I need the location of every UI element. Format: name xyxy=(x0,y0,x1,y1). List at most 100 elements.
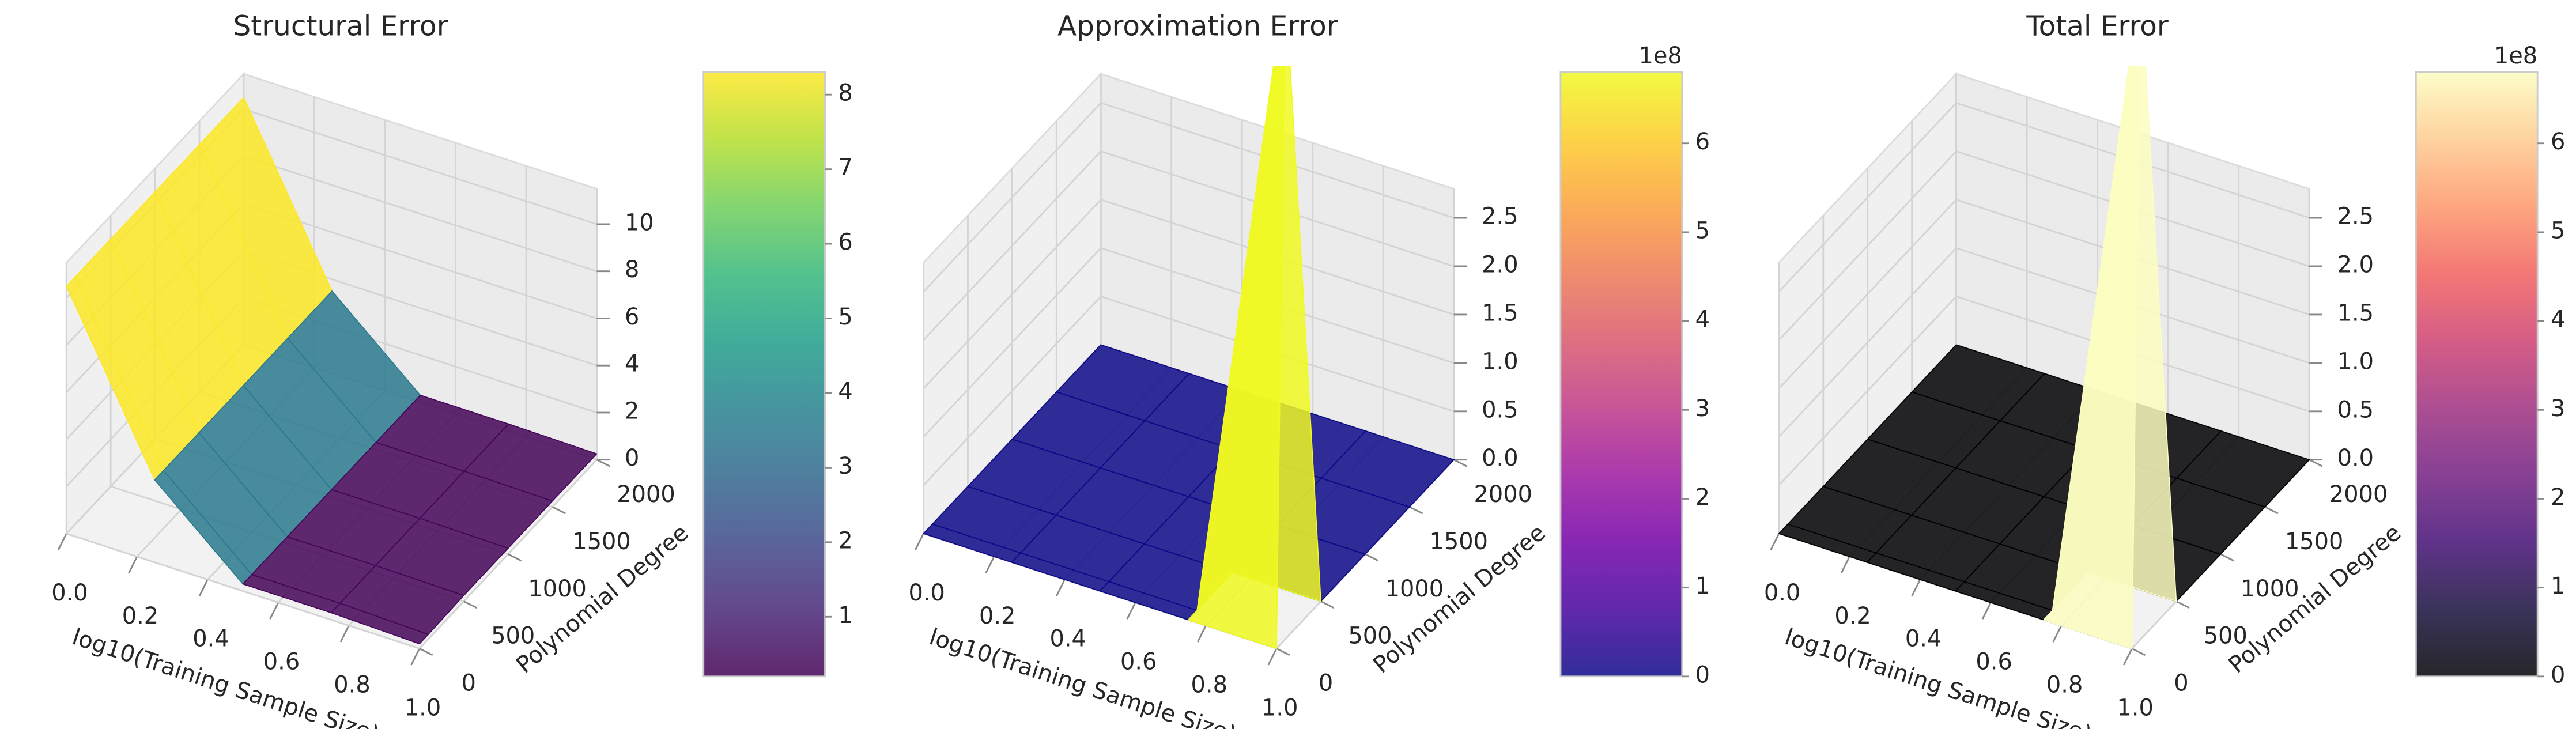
y-tick xyxy=(596,459,610,467)
x-tick-label: 0.0 xyxy=(51,580,88,606)
y-tick-label: 2000 xyxy=(2329,481,2388,508)
x-tick xyxy=(1981,602,1992,620)
y-tick-label: 1000 xyxy=(1385,576,1444,602)
x-tick xyxy=(128,556,138,573)
x-tick-label: 1.0 xyxy=(2117,694,2153,721)
y-tick xyxy=(2264,506,2279,515)
grid-line xyxy=(66,532,420,649)
colorbar xyxy=(1559,71,1683,678)
x-tick-label: 0.2 xyxy=(979,603,1015,629)
colorbar-tick-label: 2 xyxy=(1695,484,1710,511)
grid-line xyxy=(1778,296,1957,486)
y-tick-label: 1500 xyxy=(2285,528,2343,555)
colorbar-tick-label: 4 xyxy=(838,378,852,405)
colorbar-tick-label: 4 xyxy=(1695,307,1710,333)
z-tick-label: 0.5 xyxy=(1482,396,1518,423)
x-tick-label: 0.6 xyxy=(1120,649,1157,675)
y-tick-label: 500 xyxy=(2204,623,2248,649)
colorbar-tick-label: 4 xyxy=(2551,307,2565,333)
colorbar-tick-label: 5 xyxy=(838,304,852,330)
z-tick-label: 2.5 xyxy=(2337,203,2374,230)
x-tick-label: 0.2 xyxy=(122,603,158,629)
z-tick-label: 0.0 xyxy=(2337,445,2374,471)
panel-title: Approximation Error xyxy=(1057,10,1338,42)
grid-line xyxy=(923,199,1102,390)
grid-line xyxy=(1778,102,1957,293)
x-tick-label: 1.0 xyxy=(405,694,441,721)
grid-line xyxy=(1778,199,1957,390)
z-tick-label: 1.5 xyxy=(1482,300,1518,326)
colorbar-tick-label: 7 xyxy=(838,154,852,181)
grid-line xyxy=(243,202,597,319)
colorbar-tick-label: 0 xyxy=(1695,662,1710,688)
x-tick-label: 0.4 xyxy=(1050,626,1086,652)
panel-title: Structural Error xyxy=(233,10,448,42)
colorbar-tick-label: 3 xyxy=(1695,395,1710,422)
colorbar-tick-label: 1 xyxy=(838,602,852,629)
colorbar-offset-label: 1e8 xyxy=(2494,43,2537,69)
x-tick xyxy=(57,533,67,551)
y-tick xyxy=(1276,648,1290,656)
colorbar-tick-label: 6 xyxy=(838,229,852,256)
colorbar-tick-label: 0 xyxy=(2551,662,2565,688)
y-tick xyxy=(2131,648,2146,656)
colorbar-tick-label: 6 xyxy=(1695,129,1710,155)
x-tick xyxy=(1770,533,1780,551)
y-tick-label: 0 xyxy=(2174,670,2188,697)
z-tick-label: 0.5 xyxy=(2337,396,2374,423)
colorbar-offset-label: 1e8 xyxy=(1639,43,1682,69)
x-tick-label: 0.0 xyxy=(908,580,945,606)
x-tick xyxy=(1056,579,1066,596)
colorbar-tick-label: 2 xyxy=(2551,484,2565,511)
z-tick-label: 8 xyxy=(625,256,639,283)
surface-face xyxy=(1187,65,1285,649)
colorbar-tick-label: 3 xyxy=(2551,395,2565,422)
grid-line xyxy=(923,296,1102,486)
z-tick-label: 6 xyxy=(625,304,639,330)
y-tick xyxy=(1409,506,1423,515)
z-tick-label: 2.0 xyxy=(1482,251,1518,278)
x-tick xyxy=(1197,625,1207,643)
x-tick xyxy=(1267,648,1278,666)
x-tick-label: 0.4 xyxy=(192,626,229,652)
x-tick xyxy=(410,648,421,666)
grid-line xyxy=(923,102,1102,293)
y-tick-label: 2000 xyxy=(1474,481,1532,508)
grid-line xyxy=(1778,150,1957,341)
y-tick xyxy=(1365,553,1379,562)
z-tick-label: 0.0 xyxy=(1482,445,1518,471)
y-tick xyxy=(2220,553,2234,562)
y-tick-label: 1000 xyxy=(2241,576,2299,602)
x-tick-label: 0.8 xyxy=(334,671,370,698)
grid-line xyxy=(923,150,1102,341)
z-tick-label: 10 xyxy=(625,209,654,236)
x-tick-label: 0.4 xyxy=(1905,626,1942,652)
grid-line xyxy=(243,108,597,225)
y-tick-label: 0 xyxy=(462,670,476,697)
panel: Structural Error0.00.20.40.60.81.0050010… xyxy=(51,10,852,729)
y-tick xyxy=(463,600,478,609)
surface-face xyxy=(330,602,429,645)
panel: Approximation Error0.00.20.40.60.81.0050… xyxy=(908,10,1710,729)
x-tick xyxy=(985,556,995,573)
colorbar-tick-label: 8 xyxy=(838,80,852,107)
x-tick xyxy=(1911,579,1921,596)
x-tick xyxy=(1840,556,1850,573)
x-tick xyxy=(2122,648,2133,666)
colorbar-tick-label: 2 xyxy=(838,527,852,554)
y-tick-label: 2000 xyxy=(617,481,675,508)
z-tick-label: 0 xyxy=(625,445,639,471)
y-tick-label: 1000 xyxy=(528,576,586,602)
y-tick xyxy=(2175,600,2190,609)
grid-line xyxy=(923,247,1102,438)
y-tick xyxy=(2309,459,2323,467)
y-tick-label: 1500 xyxy=(1430,528,1488,555)
y-tick-label: 500 xyxy=(491,623,535,649)
colorbar-tick-label: 1 xyxy=(2551,573,2565,599)
surface-face xyxy=(2042,65,2140,649)
surface xyxy=(66,96,598,645)
y-tick-label: 1500 xyxy=(572,528,630,555)
y-tick xyxy=(508,553,522,562)
y-tick xyxy=(552,506,566,515)
